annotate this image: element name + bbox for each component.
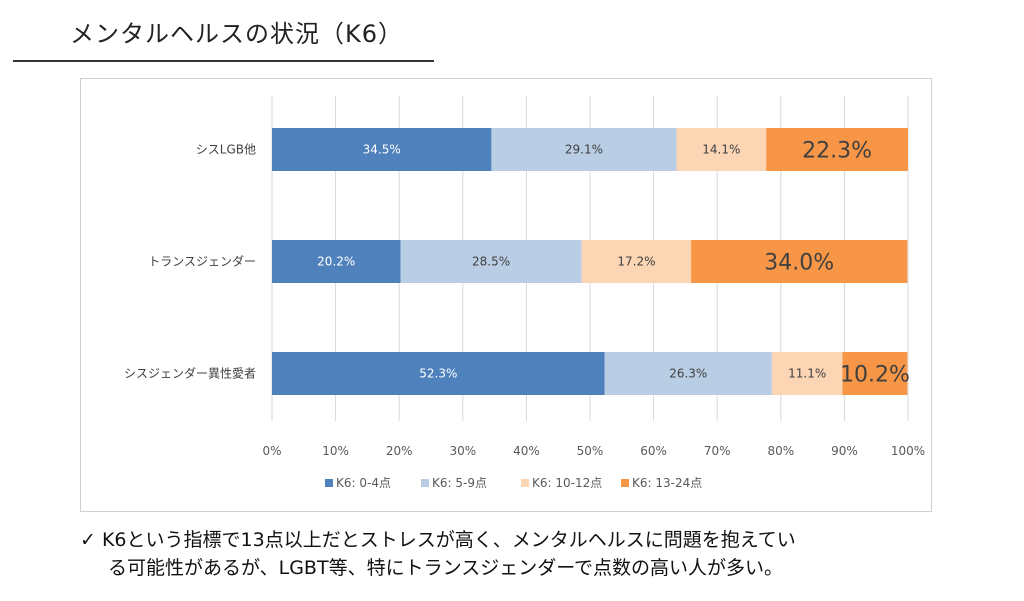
page-title: メンタルヘルスの状況（K6） (70, 20, 404, 48)
data-label: 14.1% (702, 143, 740, 157)
x-tick-label: 60% (640, 444, 667, 458)
bar-segment (676, 128, 767, 171)
bar-segment (491, 128, 677, 171)
stacked-bar-chart: 0% 10% 20% 30% 40% 50% 60% 70% 80% 90% 100% シスLGB他 3… (124, 96, 925, 490)
x-tick-label: 80% (767, 444, 794, 458)
data-label: 34.5% (363, 143, 401, 157)
category-label: シスジェンダー異性愛者 (124, 366, 256, 381)
bar-segment (272, 240, 401, 283)
data-label: 28.5% (472, 255, 510, 269)
title-underline (13, 60, 434, 62)
x-tick-label: 100% (891, 444, 925, 458)
x-tick-label: 70% (704, 444, 731, 458)
bar-segment (691, 240, 908, 283)
legend-swatch (421, 479, 429, 487)
note-line-1: K6という指標で13点以上だとストレスが高く、メンタルヘルスに問題を抱えてい (101, 529, 796, 551)
bar-segment (766, 128, 908, 171)
legend-label: K6: 10-12点 (532, 476, 602, 490)
data-label: 26.3% (669, 367, 707, 381)
legend-swatch (621, 479, 629, 487)
note: ✓ K6という指標で13点以上だとストレスが高く、メンタルヘルスに問題を抱えてい… (80, 526, 796, 582)
x-tick-label: 50% (577, 444, 604, 458)
legend-swatch (325, 479, 333, 487)
category-label: シスLGB他 (196, 143, 256, 157)
legend-label: K6: 5-9点 (432, 476, 487, 490)
legend-swatch (521, 479, 529, 487)
data-label: 22.3% (802, 139, 872, 164)
bar-segment (771, 352, 843, 395)
data-label: 20.2% (317, 255, 355, 269)
data-label: 17.2% (617, 255, 655, 269)
category-label: トランスジェンダー (148, 254, 256, 269)
note-line-2: る可能性があるが、LGBT等、特にトランスジェンダーで点数の高い人が多い。 (108, 557, 784, 579)
bar-segment (272, 128, 492, 171)
bar-segment (272, 352, 605, 395)
data-label: 10.2% (840, 363, 910, 388)
x-tick-label: 20% (386, 444, 413, 458)
legend-label: K6: 13-24点 (632, 476, 702, 490)
x-tick-label: 10% (322, 444, 349, 458)
data-label: 11.1% (788, 367, 826, 381)
data-label: 34.0% (764, 251, 834, 276)
bar-segment (581, 240, 692, 283)
bar-segment (400, 240, 582, 283)
data-label: 29.1% (565, 143, 603, 157)
chart-frame: 0% 10% 20% 30% 40% 50% 60% 70% 80% 90% 100% シスLGB他 3… (80, 78, 932, 512)
check-icon: ✓ (80, 529, 96, 551)
x-tick-label: 90% (831, 444, 858, 458)
x-tick-label: 0% (262, 444, 281, 458)
bar-segment (604, 352, 772, 395)
data-label: 52.3% (419, 367, 457, 381)
bar-segment (842, 352, 908, 395)
x-tick-label: 40% (513, 444, 540, 458)
legend-label: K6: 0-4点 (336, 476, 391, 490)
x-tick-label: 30% (449, 444, 476, 458)
